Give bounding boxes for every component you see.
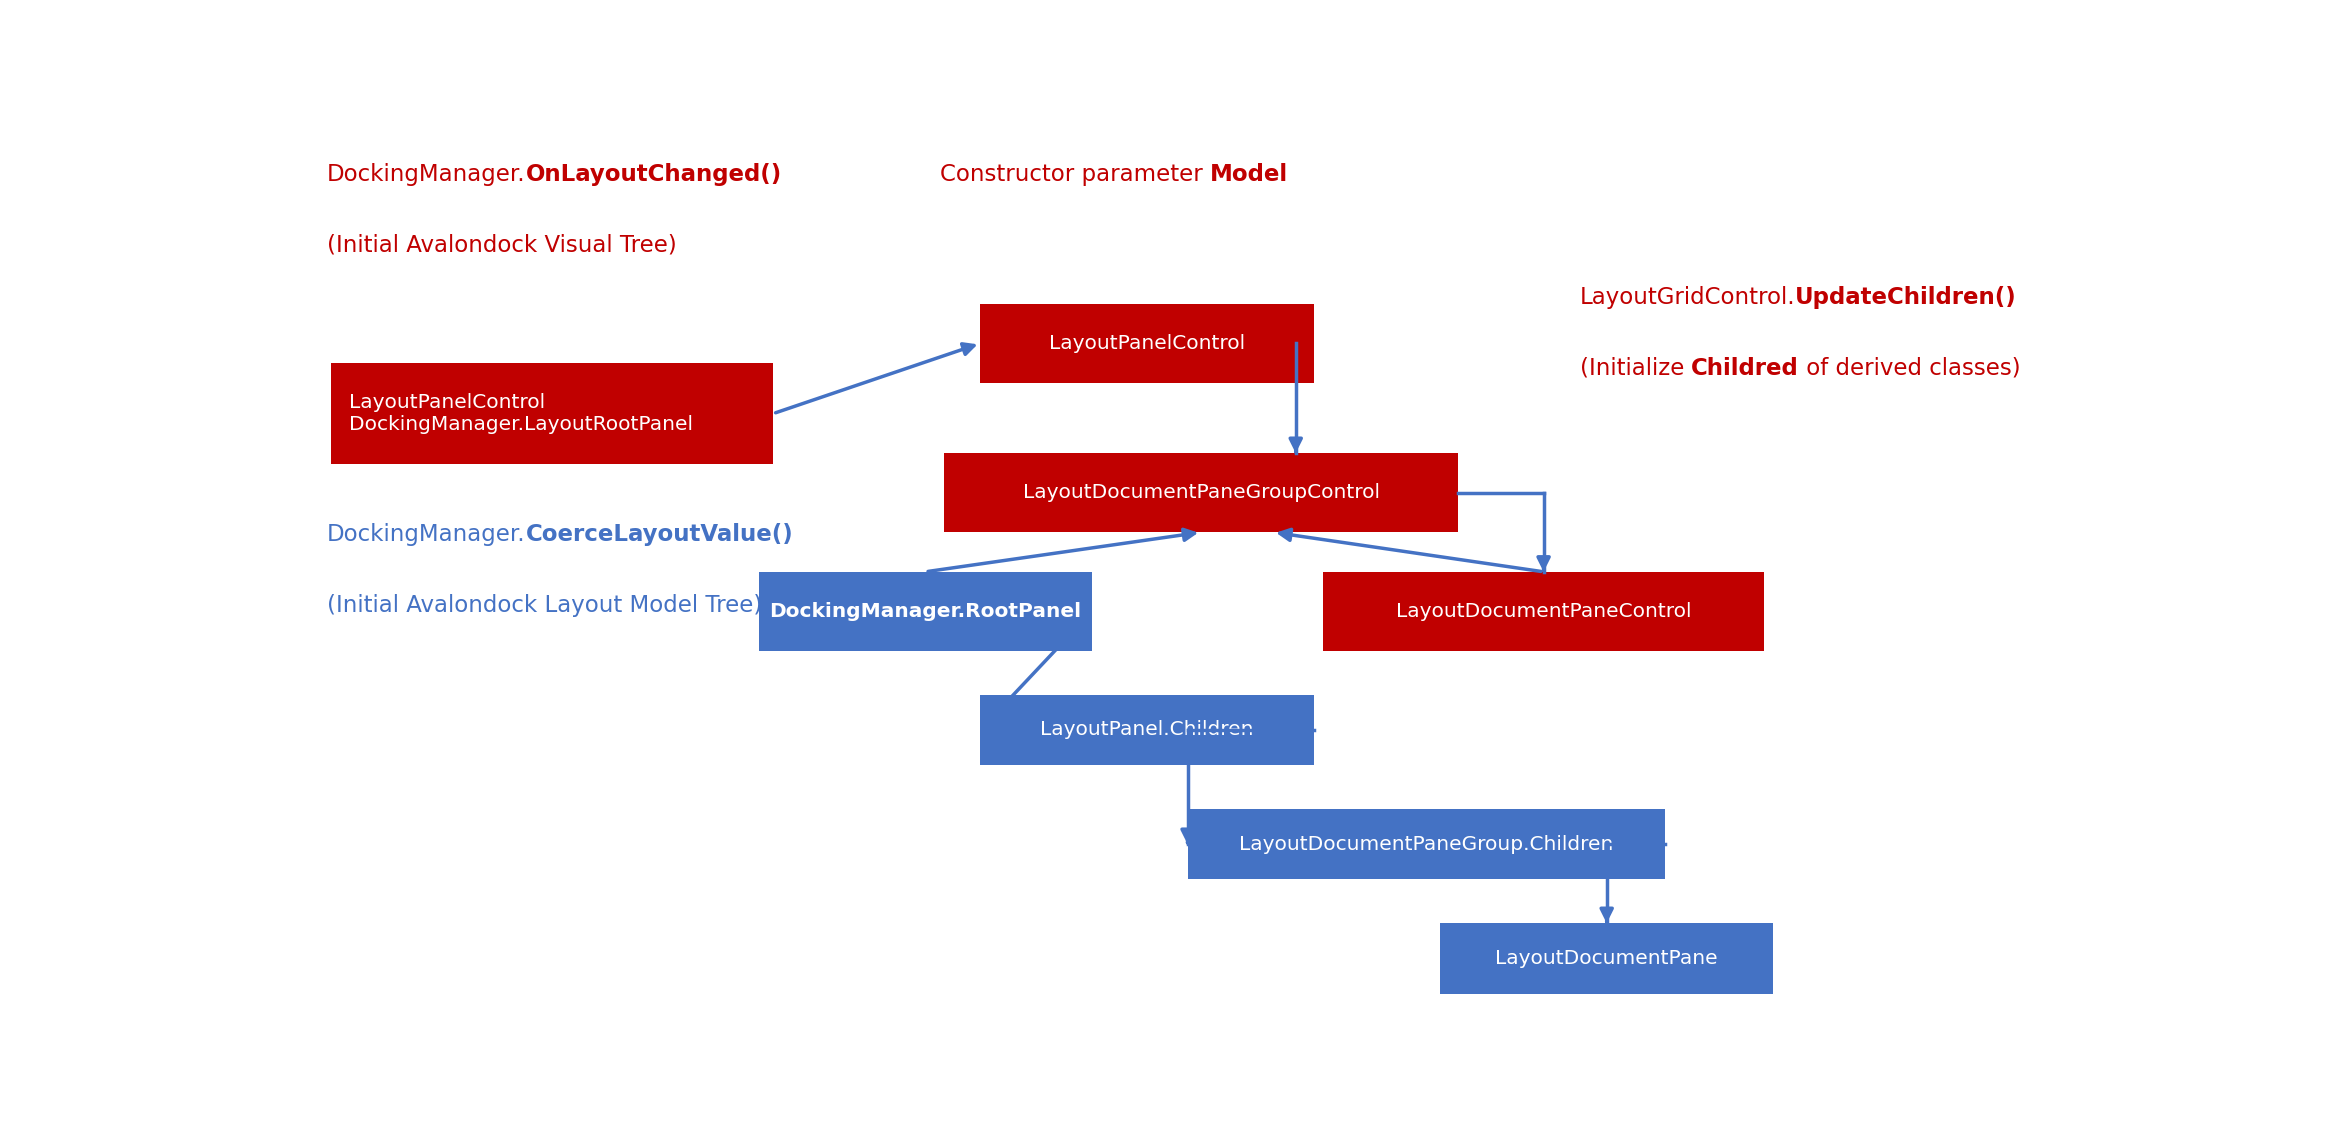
Text: (Initial Avalondock Layout Model Tree): (Initial Avalondock Layout Model Tree) [326,593,763,617]
FancyBboxPatch shape [979,304,1314,383]
Text: of derived classes): of derived classes) [1798,356,2021,380]
Text: DockingManager.: DockingManager. [326,163,526,186]
Text: UpdateChildren(): UpdateChildren() [1796,286,2017,309]
Text: LayoutPanel.Children: LayoutPanel.Children [1040,720,1254,739]
Text: LayoutPanelControl: LayoutPanelControl [1049,334,1244,353]
Text: LayoutDocumentPaneGroup.Children: LayoutDocumentPaneGroup.Children [1240,835,1614,853]
Text: LayoutGridControl.: LayoutGridControl. [1579,286,1796,309]
FancyBboxPatch shape [944,453,1458,532]
Text: Childred: Childred [1691,356,1798,380]
Text: LayoutDocumentPane: LayoutDocumentPane [1496,949,1719,968]
FancyBboxPatch shape [330,363,772,464]
FancyBboxPatch shape [979,695,1314,766]
Text: (Initial Avalondock Visual Tree): (Initial Avalondock Visual Tree) [326,234,677,257]
Text: LayoutPanelControl
DockingManager.LayoutRootPanel: LayoutPanelControl DockingManager.Layout… [349,394,693,435]
FancyBboxPatch shape [1440,923,1772,994]
Text: LayoutDocumentPaneControl: LayoutDocumentPaneControl [1396,601,1691,621]
Text: DockingManager.: DockingManager. [326,524,526,547]
Text: CoerceLayoutValue(): CoerceLayoutValue() [526,524,793,547]
Text: DockingManager.RootPanel: DockingManager.RootPanel [770,601,1082,621]
Text: OnLayoutChanged(): OnLayoutChanged() [526,163,782,186]
Text: (Initialize: (Initialize [1579,356,1691,380]
FancyBboxPatch shape [758,572,1091,650]
Text: Model: Model [1210,163,1289,186]
FancyBboxPatch shape [1189,809,1665,880]
Text: Constructor parameter: Constructor parameter [940,163,1210,186]
Text: LayoutDocumentPaneGroupControl: LayoutDocumentPaneGroupControl [1023,484,1379,502]
FancyBboxPatch shape [1323,572,1765,650]
